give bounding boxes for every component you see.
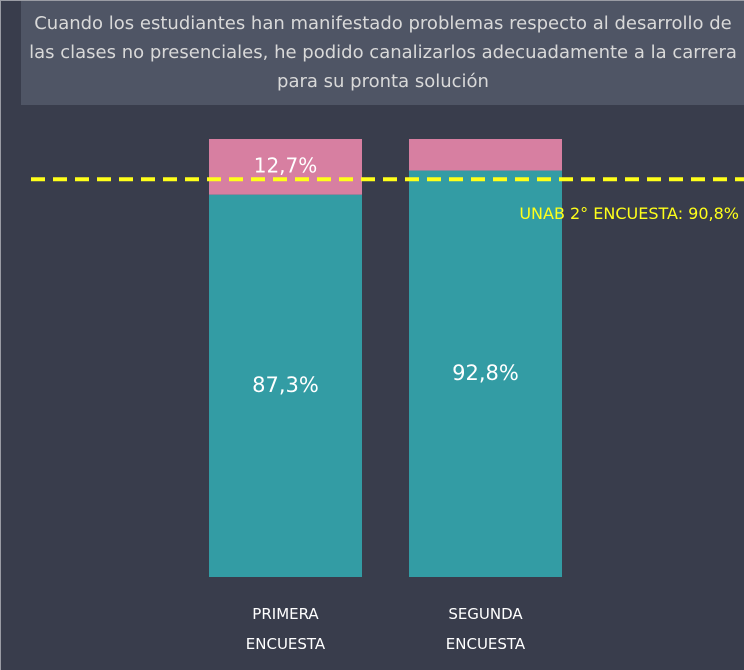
x-tick-label: SEGUNDA ENCUESTA [445,605,526,653]
data-label: 87,3% [252,373,319,397]
reference-label: UNAB 2° ENCUESTA: 90,8% [519,204,739,223]
chart-title: Cuando los estudiantes han manifestado p… [21,1,744,105]
bar-segment [209,139,362,195]
bar-segment [409,139,562,171]
bar-segment [209,194,362,577]
x-tick-label: PRIMERA ENCUESTA [245,605,326,653]
data-label: 92,8% [452,361,519,385]
data-label: 12,7% [254,153,318,177]
bar-segment [409,170,562,577]
